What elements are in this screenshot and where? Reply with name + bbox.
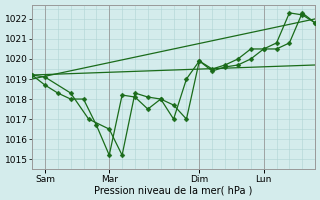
X-axis label: Pression niveau de la mer( hPa ): Pression niveau de la mer( hPa ): [94, 185, 253, 195]
